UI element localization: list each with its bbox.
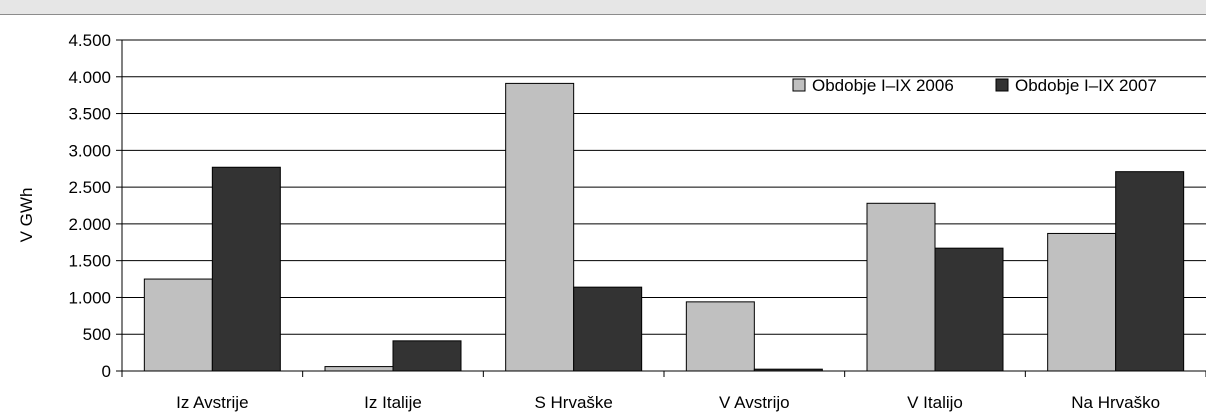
bar-2007 (1115, 171, 1185, 372)
bar-2007 (392, 340, 462, 372)
bar-2007 (573, 286, 643, 372)
y-tick-label: 1.500 (68, 252, 111, 271)
x-category-label: V Italijo (907, 393, 963, 412)
gridlines (122, 39, 1206, 335)
y-tick-label: 0 (102, 362, 111, 381)
y-tick-label: 1.000 (68, 288, 111, 307)
legend: Obdobje I–IX 2006 Obdobje I–IX 2007 (792, 76, 1157, 95)
x-category-label: Na Hrvaško (1071, 393, 1160, 412)
y-tick-label: 500 (83, 325, 111, 344)
bar-2006 (143, 278, 213, 372)
bar-2006 (1047, 232, 1117, 372)
legend-swatch-2006 (792, 78, 806, 92)
category-labels: Iz Avstrije Iz Italije S Hrvaške V Avstrijo… (176, 393, 1160, 412)
y-tick-label: 3.500 (68, 105, 111, 124)
bar-2006 (324, 366, 394, 372)
bar-2006 (505, 82, 575, 372)
y-tick-label: 4.000 (68, 68, 111, 87)
x-category-label: Iz Italije (364, 393, 422, 412)
bar-2007 (934, 247, 1004, 372)
top-strip (0, 0, 1206, 15)
legend-label-2007: Obdobje I–IX 2007 (1015, 76, 1157, 95)
x-category-label: Iz Avstrije (176, 393, 248, 412)
y-tick-label: 2.000 (68, 215, 111, 234)
x-category-label: V Avstrijo (719, 393, 790, 412)
axes (116, 39, 1206, 377)
y-tick-label: 2.500 (68, 178, 111, 197)
bar-2007 (211, 166, 281, 372)
x-category-label: S Hrvaške (534, 393, 612, 412)
y-tick-labels: 0 500 1.000 1.500 2.000 2.500 3.000 3.500 4.000 4… (68, 31, 111, 381)
y-axis-label: V GWh (17, 188, 36, 243)
legend-swatch-2007 (995, 78, 1009, 92)
bar-2006 (685, 301, 755, 372)
bars (143, 82, 1185, 372)
y-tick-label: 4.500 (68, 31, 111, 50)
y-tick-label: 3.000 (68, 141, 111, 160)
legend-label-2006: Obdobje I–IX 2006 (812, 76, 954, 95)
bar-2006 (866, 202, 936, 372)
